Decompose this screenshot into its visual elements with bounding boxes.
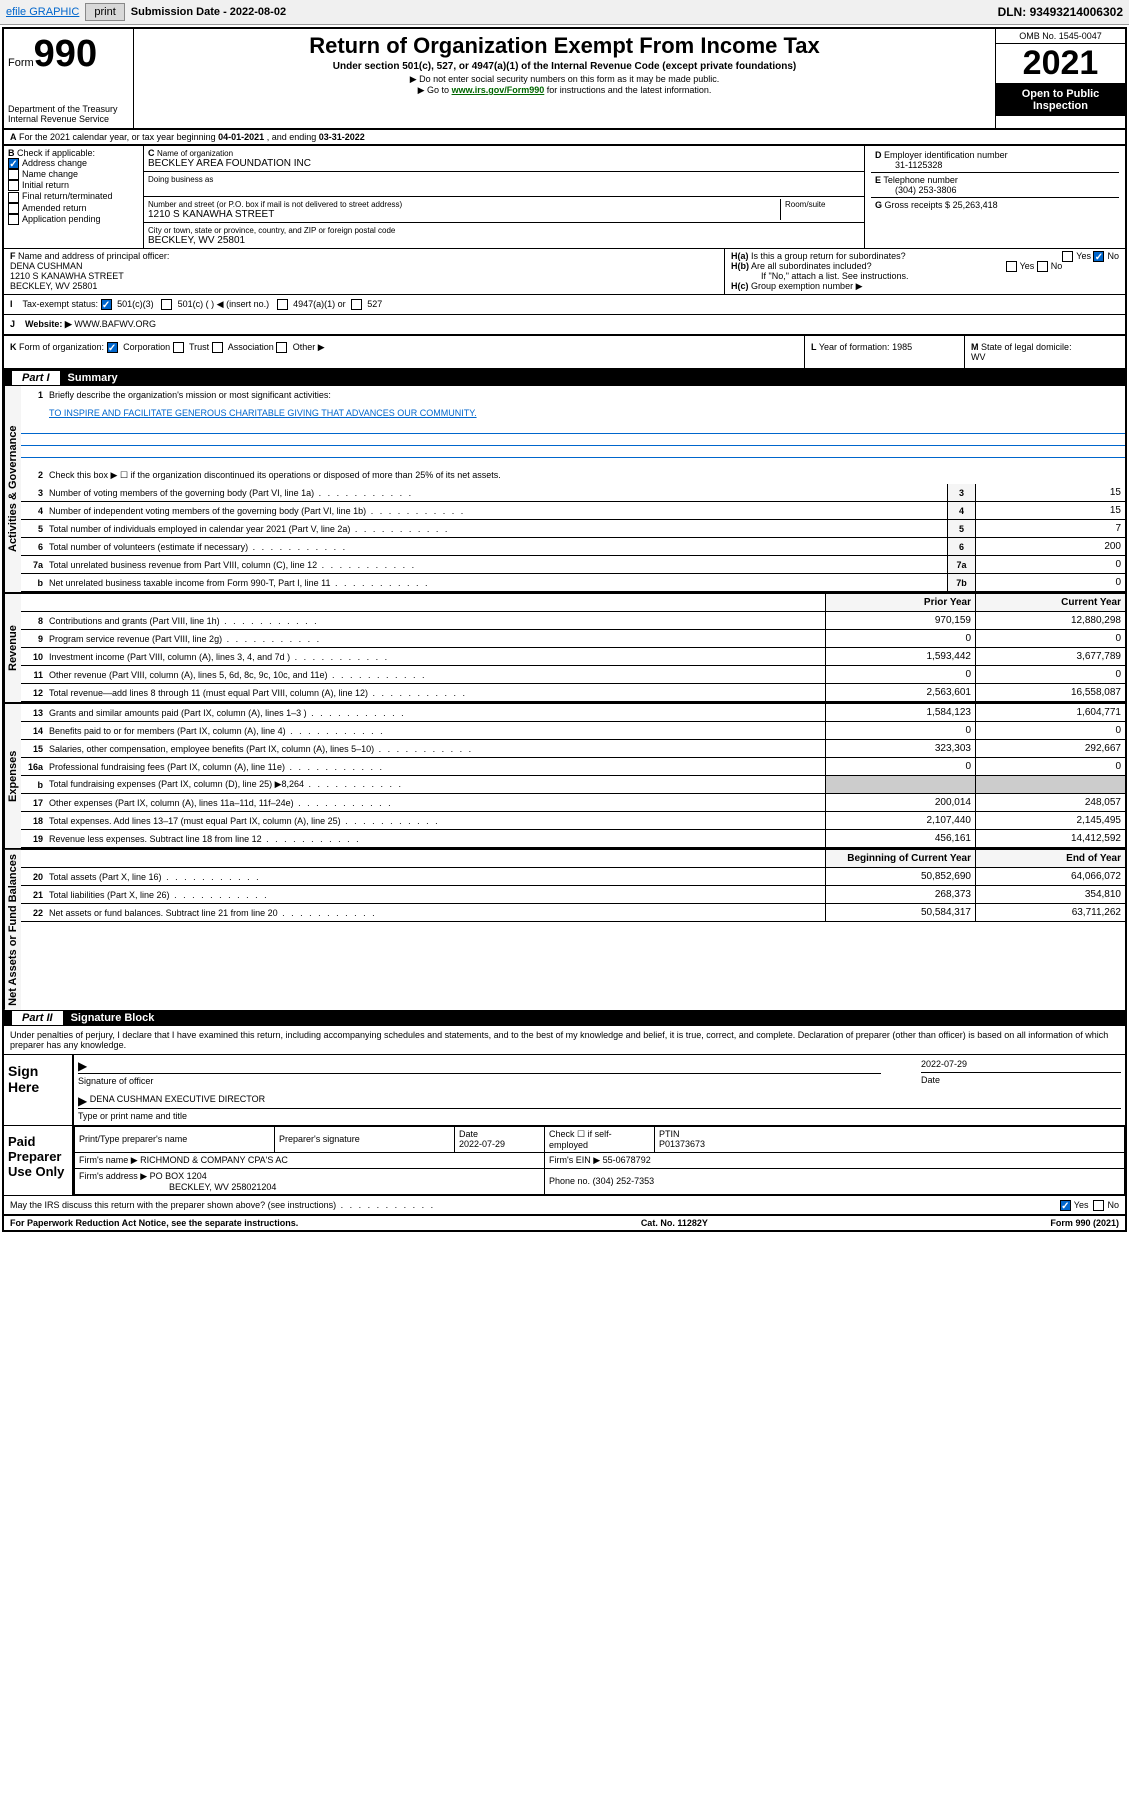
toolbar: efile GRAPHIC print Submission Date - 20…: [0, 0, 1129, 25]
part2-header: Part IISignature Block: [4, 1010, 1125, 1026]
discuss-no[interactable]: [1093, 1200, 1104, 1211]
form-page: Form990 Department of the Treasury Inter…: [2, 27, 1127, 1232]
section-h: H(a) Is this a group return for subordin…: [725, 249, 1125, 294]
assoc-checkbox[interactable]: [212, 342, 223, 353]
trust-checkbox[interactable]: [173, 342, 184, 353]
section-f: F Name and address of principal officer:…: [4, 249, 725, 294]
initial-checkbox[interactable]: [8, 180, 19, 191]
header-left: Form990 Department of the Treasury Inter…: [4, 29, 134, 128]
name-change-checkbox[interactable]: [8, 169, 19, 180]
header-right: OMB No. 1545-0047 2021 Open to Public In…: [995, 29, 1125, 128]
preparer-table: Print/Type preparer's name Preparer's si…: [74, 1126, 1125, 1195]
section-c: C Name of organizationBECKLEY AREA FOUND…: [144, 146, 865, 248]
section-bcd-row: B Check if applicable: Address change Na…: [4, 146, 1125, 249]
mission-text: TO INSPIRE AND FACILITATE GENEROUS CHARI…: [49, 408, 477, 418]
section-b: B Check if applicable: Address change Na…: [4, 146, 144, 248]
print-button[interactable]: print: [85, 3, 124, 21]
section-j: J Website: ▶ WWW.BAFWV.ORG: [4, 315, 1125, 336]
discuss-row: May the IRS discuss this return with the…: [4, 1196, 1125, 1216]
efile-link[interactable]: efile GRAPHIC: [6, 6, 79, 18]
pending-checkbox[interactable]: [8, 214, 19, 225]
paid-preparer-block: Paid Preparer Use Only Print/Type prepar…: [4, 1126, 1125, 1196]
section-i: I Tax-exempt status: 501(c)(3) 501(c) ( …: [4, 295, 1125, 315]
declaration: Under penalties of perjury, I declare th…: [4, 1026, 1125, 1055]
section-a: A For the 2021 calendar year, or tax yea…: [4, 130, 1125, 146]
sign-here-block: Sign Here ▶ Signature of officer 2022-07…: [4, 1055, 1125, 1126]
page-footer: For Paperwork Reduction Act Notice, see …: [4, 1216, 1125, 1230]
section-deg: D Employer identification number31-11253…: [865, 146, 1125, 248]
sidebar-expenses: Expenses: [4, 704, 21, 848]
hb-no[interactable]: [1037, 261, 1048, 272]
sidebar-governance: Activities & Governance: [4, 386, 21, 592]
hb-yes[interactable]: [1006, 261, 1017, 272]
final-checkbox[interactable]: [8, 192, 19, 203]
subdate-label: Submission Date - 2022-08-02: [131, 6, 286, 18]
section-klm: K Form of organization: Corporation Trus…: [4, 336, 1125, 370]
corp-checkbox[interactable]: [107, 342, 118, 353]
501c3-checkbox[interactable]: [101, 299, 112, 310]
part1-revenue: Revenue Prior YearCurrent Year 8Contribu…: [4, 592, 1125, 702]
part1-governance: Activities & Governance 1Briefly describ…: [4, 386, 1125, 592]
sidebar-revenue: Revenue: [4, 594, 21, 702]
discuss-yes[interactable]: [1060, 1200, 1071, 1211]
part1-header: Part ISummary: [4, 370, 1125, 386]
part1-expenses: Expenses 13Grants and similar amounts pa…: [4, 702, 1125, 848]
section-fh-row: F Name and address of principal officer:…: [4, 249, 1125, 295]
form-header: Form990 Department of the Treasury Inter…: [4, 29, 1125, 130]
527-checkbox[interactable]: [351, 299, 362, 310]
part1-netassets: Net Assets or Fund Balances Beginning of…: [4, 848, 1125, 1010]
amended-checkbox[interactable]: [8, 203, 19, 214]
header-title: Return of Organization Exempt From Incom…: [134, 29, 995, 128]
4947-checkbox[interactable]: [277, 299, 288, 310]
ha-no[interactable]: [1093, 251, 1104, 262]
dln: DLN: 93493214006302: [998, 5, 1123, 19]
addr-change-checkbox[interactable]: [8, 158, 19, 169]
501c-checkbox[interactable]: [161, 299, 172, 310]
other-checkbox[interactable]: [276, 342, 287, 353]
irs-link[interactable]: www.irs.gov/Form990: [452, 85, 545, 95]
sidebar-net: Net Assets or Fund Balances: [4, 850, 21, 1010]
ha-yes[interactable]: [1062, 251, 1073, 262]
